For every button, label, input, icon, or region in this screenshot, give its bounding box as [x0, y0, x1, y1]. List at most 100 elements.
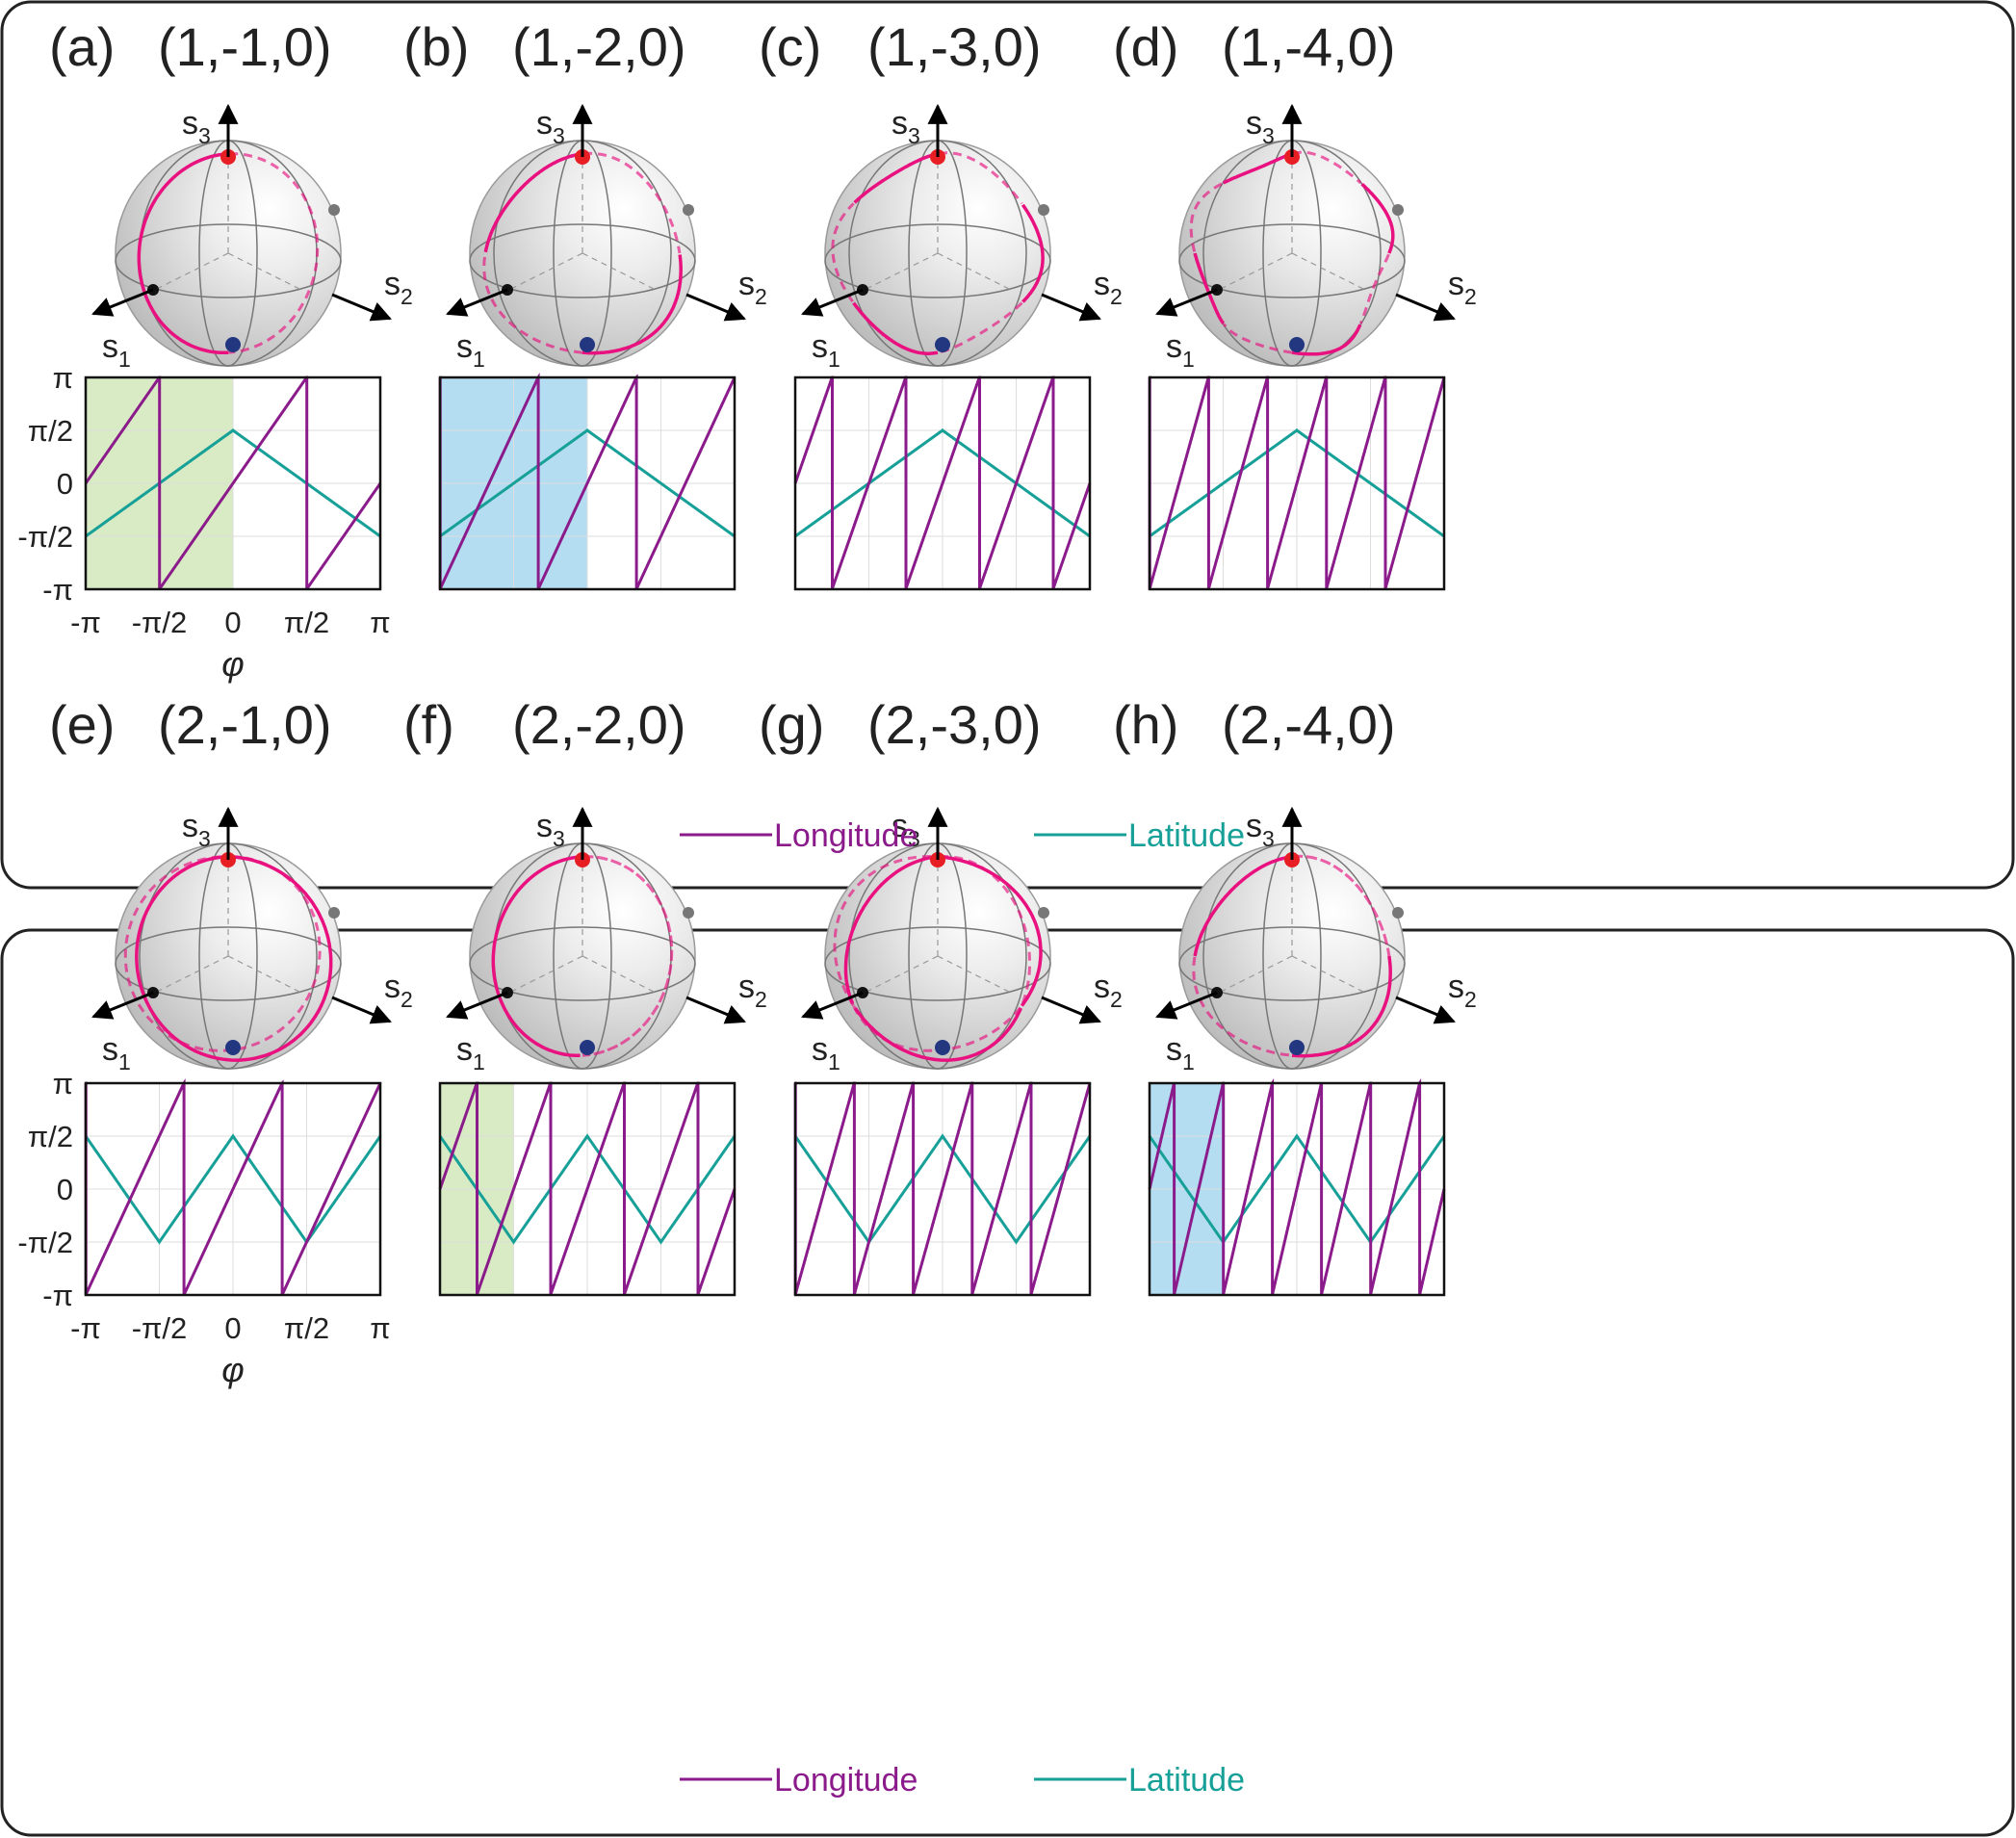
legend-latitude-label: Latitude: [1128, 1762, 1245, 1799]
s2-axis-label-sub: 2: [401, 284, 413, 309]
back-axis-marker: [1038, 204, 1049, 216]
plot-frame: [793, 375, 1092, 591]
x-tick-label: 0: [224, 1311, 241, 1345]
trajectory-back: [582, 855, 674, 1057]
s1-axis-label: s1: [456, 328, 485, 372]
latitude-series: [438, 427, 737, 538]
latitude-series: [1148, 427, 1446, 538]
s2-axis-label: s2: [738, 266, 767, 309]
line-chart: [438, 373, 737, 591]
back-axis-marker: [328, 204, 340, 216]
s3-axis-label: s3: [892, 808, 920, 851]
sphere-inner-axis: [1291, 955, 1366, 994]
s1-axis-arrow: [801, 288, 864, 317]
panel-label: (f): [403, 694, 454, 755]
s2-axis-label-main: s: [384, 969, 401, 1005]
s2-axis-label-sub: 2: [1110, 987, 1123, 1012]
legend-longitude-label: Longitude: [774, 817, 918, 854]
x-axis-label: φ: [221, 644, 244, 684]
longitude-series: [84, 1078, 382, 1296]
sphere-inner-axis: [1218, 252, 1293, 291]
s1-axis-label-sub: 1: [473, 1049, 485, 1074]
s2-axis-label: s2: [384, 969, 413, 1012]
y-tick-label: π/2: [28, 1120, 73, 1153]
panel-label: (b): [403, 16, 469, 77]
south-pole-marker: [1289, 337, 1305, 352]
s3-axis-label-sub: 3: [553, 826, 565, 851]
s2-axis-arrow: [685, 996, 746, 1024]
panel-label: (a): [49, 16, 115, 77]
trajectory-front: [843, 855, 1043, 1062]
group-box-top: [0, 0, 2015, 890]
x-tick-label: π: [370, 1311, 390, 1345]
s3-axis-label: s3: [892, 105, 920, 148]
plot-frame: [84, 375, 382, 591]
s1-axis-label: s1: [1166, 1031, 1195, 1074]
x-tick-label: π/2: [284, 606, 329, 639]
y-tick-label: π: [53, 361, 73, 395]
s3-axis-label: s3: [182, 105, 211, 148]
sphere-equator: [115, 926, 342, 1001]
s2-axis-label-main: s: [738, 969, 755, 1005]
trajectory-back: [482, 151, 682, 354]
trajectory-front: [1193, 855, 1392, 1058]
latitude-series: [793, 427, 1092, 538]
panel-label: (d): [1113, 16, 1178, 77]
plot-frame: [1148, 1081, 1446, 1297]
s2-axis-label-sub: 2: [1464, 987, 1477, 1012]
sphere-equator: [469, 223, 696, 298]
x-tick-label: -π/2: [132, 606, 188, 639]
south-pole-marker: [935, 337, 950, 352]
x-tick-label: -π/2: [132, 1311, 188, 1345]
s1-axis-label-sub: 1: [828, 347, 840, 372]
s2-axis-label-sub: 2: [755, 284, 767, 309]
group-box-bottom: [0, 928, 2015, 1837]
legend-bottom: Longitude Latitude: [680, 1762, 1245, 1799]
legend-latitude-label: Latitude: [1128, 817, 1245, 854]
s2-axis-label-sub: 2: [755, 987, 767, 1012]
line-chart: [793, 375, 1092, 591]
latitude-series: [84, 1133, 382, 1245]
back-axis-marker: [1392, 204, 1404, 216]
y-tick-label: -π: [42, 1279, 73, 1312]
trajectory-front: [137, 152, 229, 355]
panel-title: (2,-3,0): [867, 694, 1042, 755]
sphere-inner-axis: [864, 252, 939, 291]
sphere-inner-axis: [937, 252, 1012, 291]
s1-axis-label-sub: 1: [118, 347, 131, 372]
trajectory-front: [483, 152, 683, 355]
s3-axis-label-main: s: [536, 808, 553, 844]
sphere-inner-axis: [227, 252, 302, 291]
s3-axis-label: s3: [536, 808, 565, 851]
s2-axis-label: s2: [1094, 969, 1123, 1012]
s1-axis-label-main: s: [812, 328, 828, 365]
s3-axis-label-main: s: [1246, 808, 1262, 844]
s1-axis-label: s1: [1166, 328, 1195, 372]
trajectory-front: [491, 855, 583, 1058]
s3-axis-label-sub: 3: [198, 826, 211, 851]
back-axis-marker: [683, 204, 694, 216]
line-chart: π π/2 0 -π/2 -π-π -π/2 0 π/2 π φ: [17, 1067, 390, 1389]
longitude-series: [84, 375, 382, 590]
s1-axis-label: s1: [456, 1031, 485, 1074]
s3-axis-label-sub: 3: [1262, 826, 1275, 851]
plot-frame: [438, 1081, 737, 1297]
s1-axis-arrow: [446, 991, 508, 1020]
s1-axis-label-main: s: [456, 1031, 473, 1068]
trajectory-front: [852, 152, 1045, 355]
s1-axis-label-sub: 1: [473, 347, 485, 372]
sphere-inner-axis: [508, 252, 583, 291]
line-chart: [438, 1081, 737, 1297]
s1-axis-label: s1: [812, 328, 840, 372]
panel-title: (2,-4,0): [1222, 694, 1396, 755]
s3-axis-label-sub: 3: [908, 123, 920, 148]
longitude-series: [1148, 375, 1446, 589]
trajectory-back: [833, 854, 1031, 1052]
